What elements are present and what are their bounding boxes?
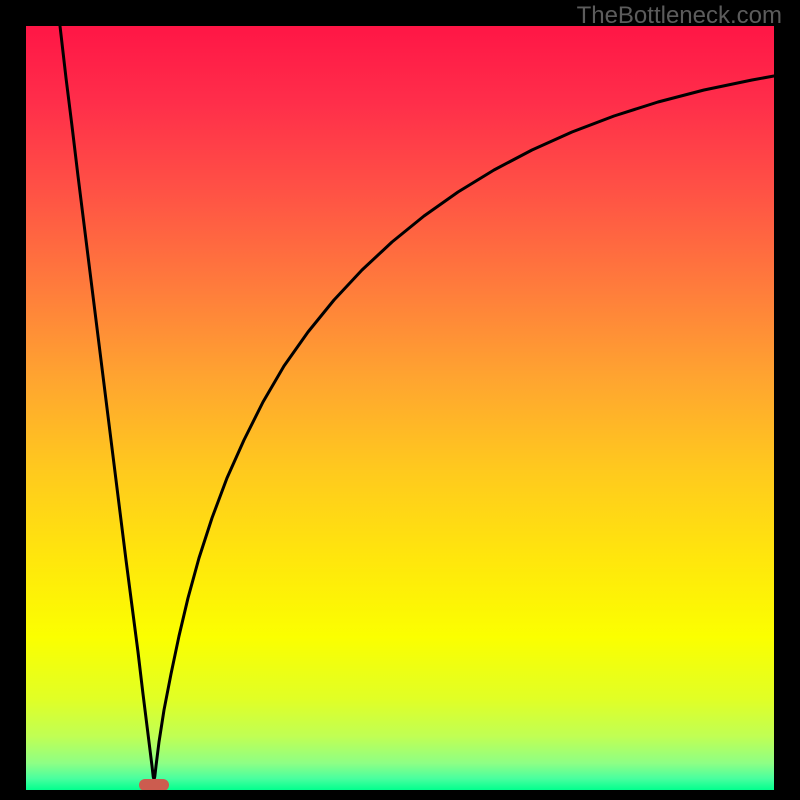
optimal-marker bbox=[139, 779, 169, 790]
watermark-text: TheBottleneck.com bbox=[577, 2, 782, 30]
bottleneck-curve bbox=[60, 26, 774, 778]
curve-layer bbox=[26, 26, 774, 790]
chart-container: TheBottleneck.com bbox=[0, 0, 800, 800]
plot-area bbox=[26, 26, 774, 790]
